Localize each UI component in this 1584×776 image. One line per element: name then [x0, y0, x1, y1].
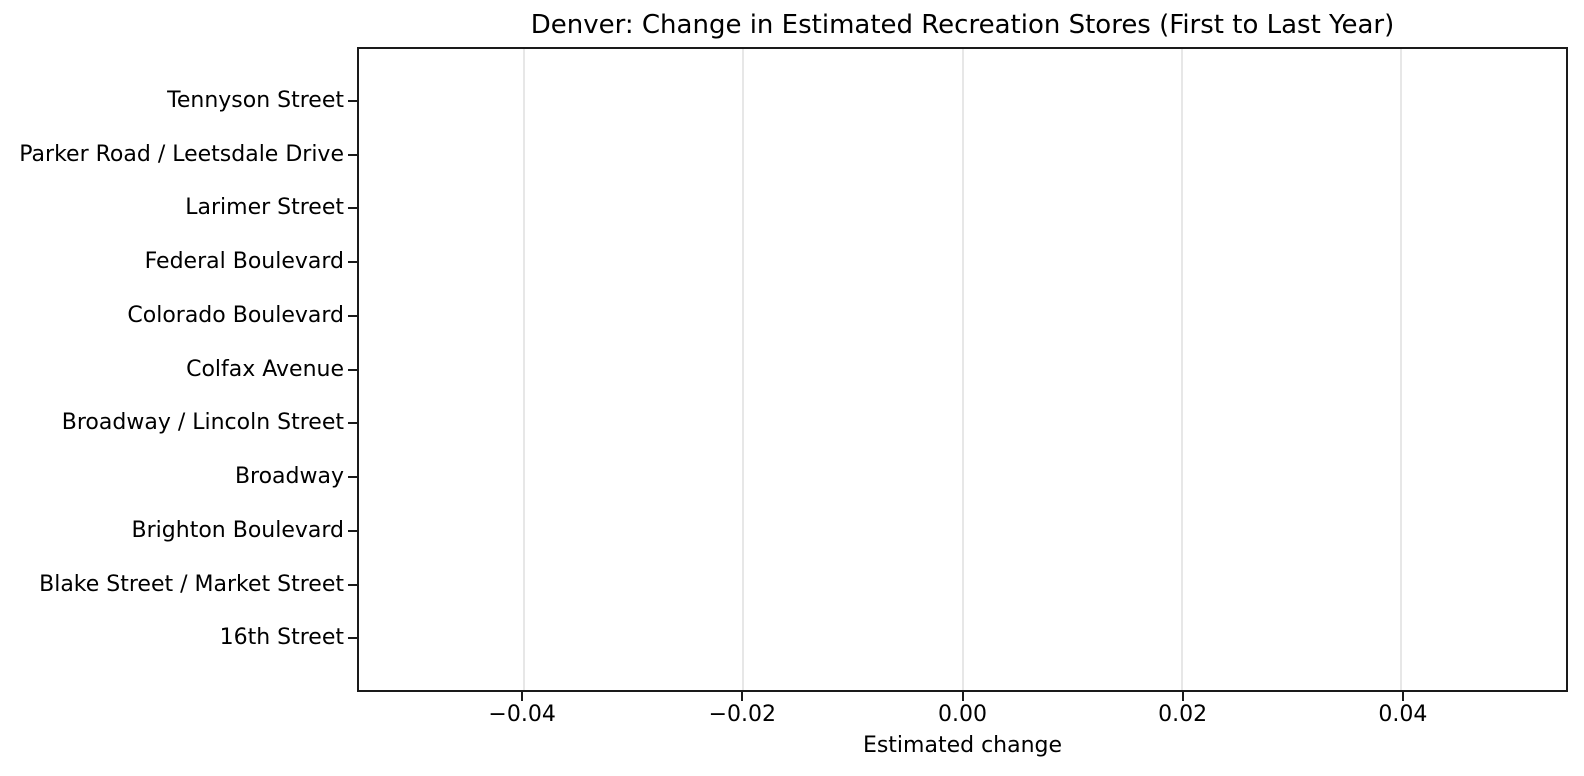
y-tick-label: Colfax Avenue	[186, 356, 344, 382]
x-tick-mark	[1181, 692, 1184, 701]
gridline	[522, 49, 525, 690]
y-tick-label: Parker Road / Leetsdale Drive	[19, 141, 344, 167]
y-tick-label: Brighton Boulevard	[131, 517, 344, 543]
x-axis-label: Estimated change	[862, 733, 1063, 758]
y-tick-mark	[348, 314, 357, 317]
y-tick-mark	[348, 207, 357, 210]
y-tick-label: Broadway / Lincoln Street	[61, 410, 344, 436]
y-tick-label: Larimer Street	[185, 195, 344, 221]
gridline	[1180, 49, 1183, 690]
y-tick-mark	[348, 153, 357, 156]
x-tick-label: 0.02	[1158, 702, 1208, 727]
y-tick-label: 16th Street	[219, 625, 344, 651]
y-tick-mark	[348, 637, 357, 640]
x-tick-mark	[1401, 692, 1404, 701]
y-tick-label: Tennyson Street	[167, 87, 344, 113]
chart-title: Denver: Change in Estimated Recreation S…	[530, 10, 1395, 40]
y-tick-mark	[348, 422, 357, 425]
x-tick-mark	[521, 692, 524, 701]
gridline	[1400, 49, 1403, 690]
y-tick-label: Federal Boulevard	[144, 249, 344, 274]
plot-area	[357, 47, 1568, 692]
x-tick-label: −0.04	[488, 702, 556, 727]
y-tick-label: Colorado Boulevard	[127, 302, 344, 328]
x-tick-label: −0.02	[708, 702, 777, 727]
y-tick-mark	[348, 261, 357, 263]
y-tick-label: Broadway	[234, 464, 344, 489]
x-tick-mark	[741, 692, 744, 701]
y-tick-mark	[348, 583, 357, 586]
y-tick-mark	[348, 476, 357, 478]
x-tick-mark	[961, 692, 964, 701]
x-tick-label: 0.00	[938, 702, 987, 727]
y-tick-mark	[348, 529, 357, 532]
y-tick-mark	[348, 99, 357, 102]
gridline	[742, 49, 745, 690]
gridline	[961, 49, 964, 690]
y-tick-mark	[348, 368, 357, 371]
x-tick-label: 0.04	[1378, 702, 1428, 727]
y-tick-label: Blake Street / Market Street	[39, 571, 344, 597]
